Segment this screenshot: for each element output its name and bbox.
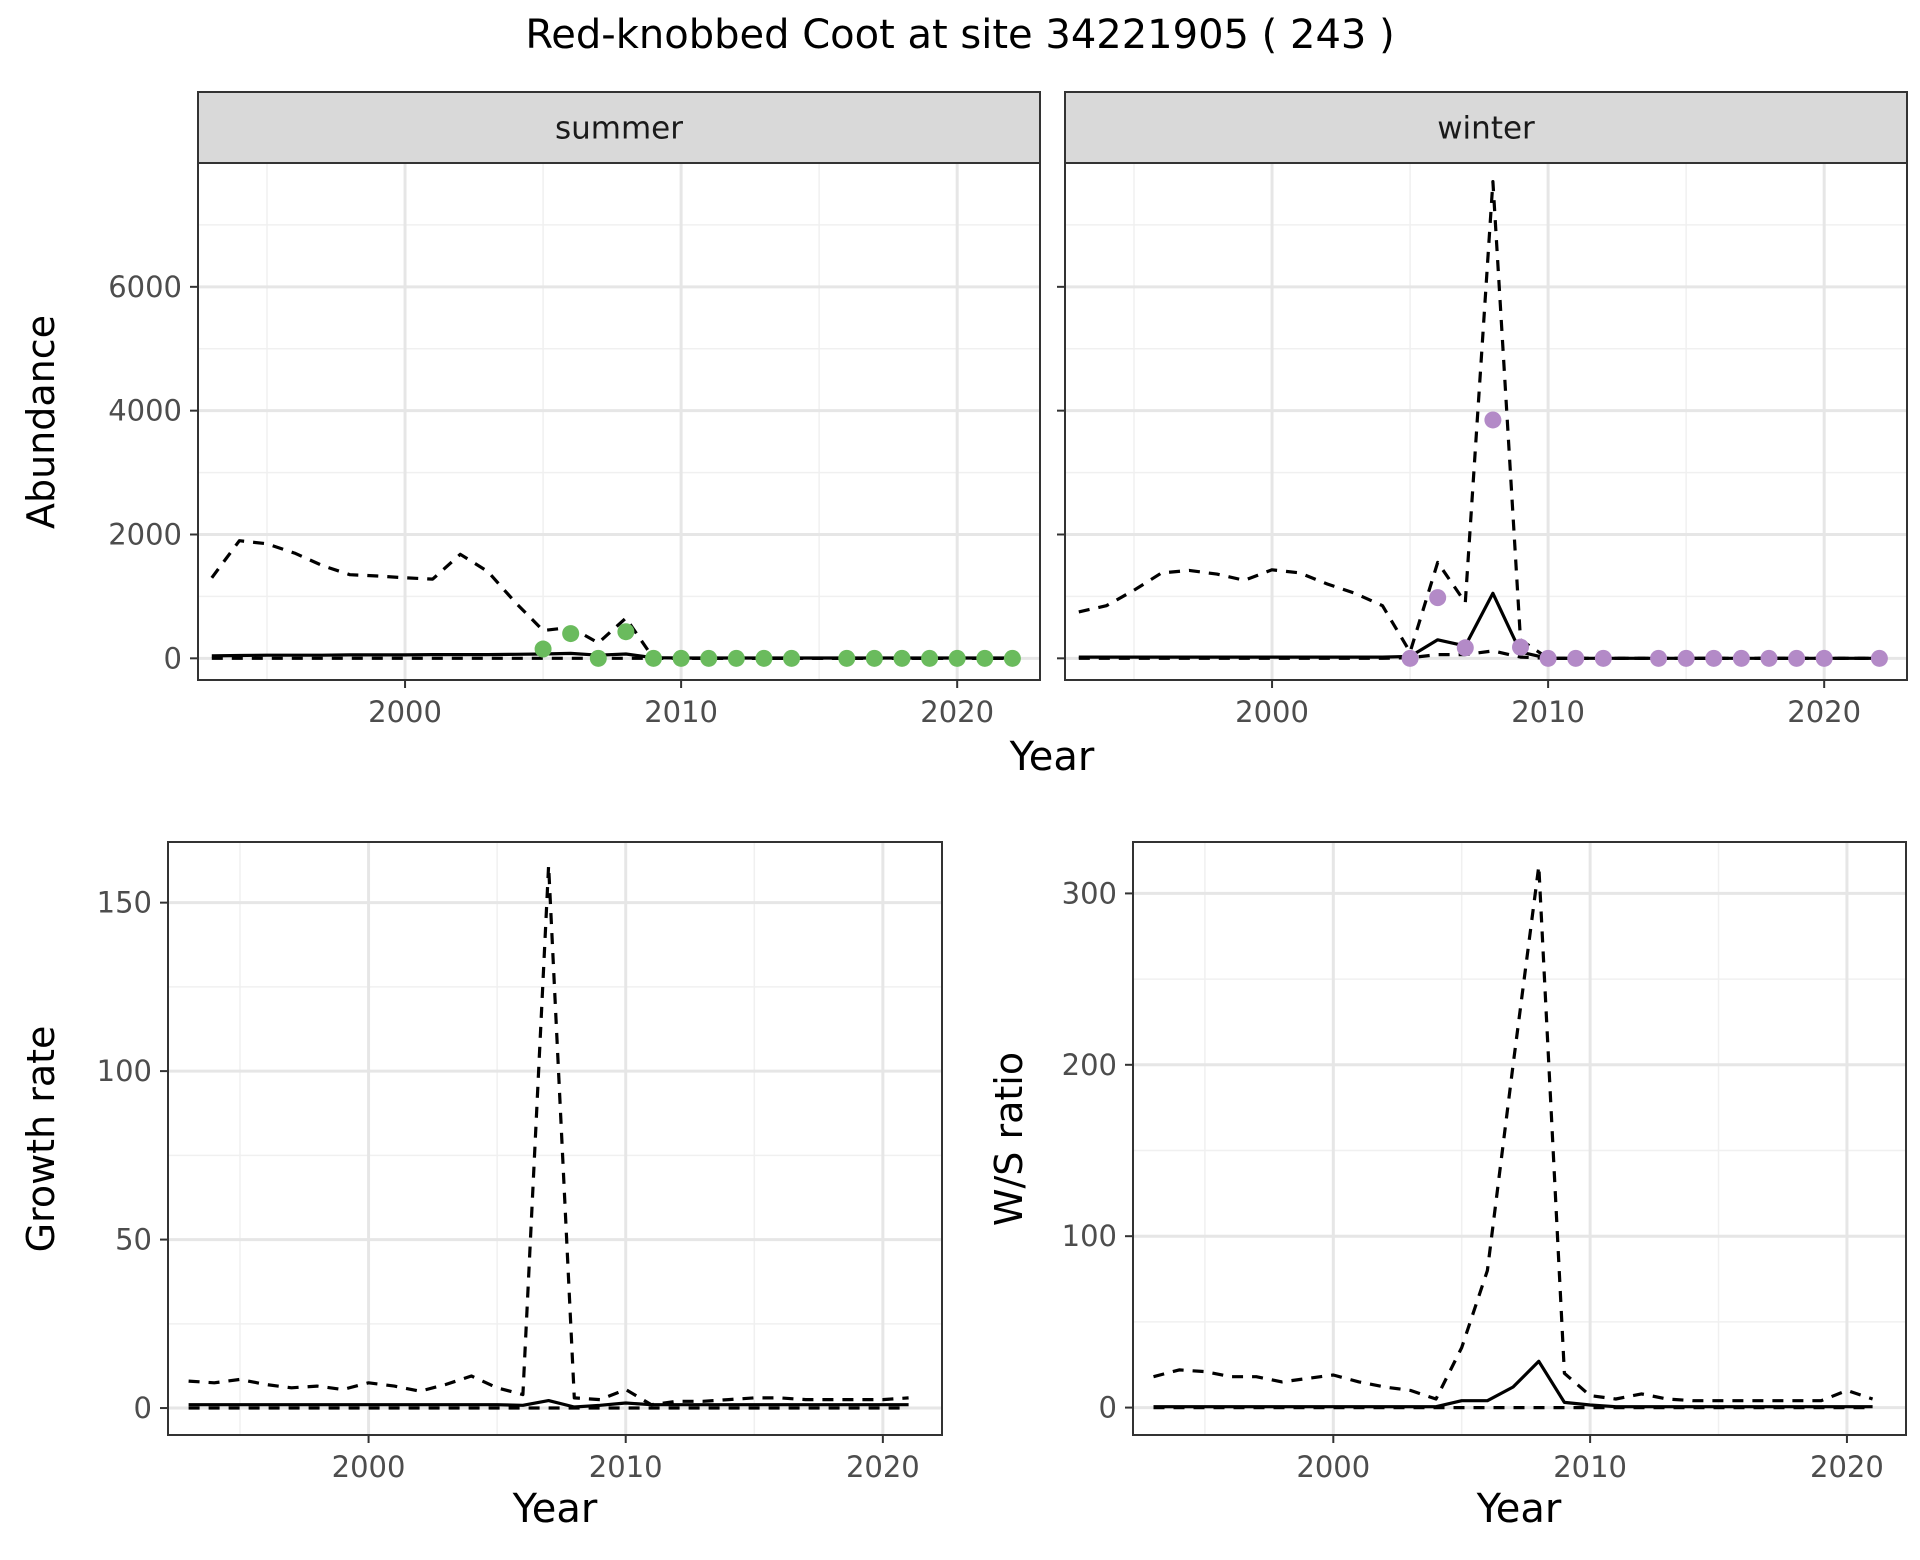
solid-line-1 [188, 1399, 909, 1409]
chart-title: Red-knobbed Coot at site 34221905 ( 243 … [525, 12, 1394, 58]
x-tick-label: 2000 [1296, 1450, 1370, 1484]
data-point [1705, 649, 1723, 667]
data-point [1539, 649, 1557, 667]
data-point [727, 649, 745, 667]
data-point [1732, 649, 1750, 667]
y-tick-label: 0 [164, 641, 182, 675]
y-tick-label: 4000 [108, 394, 182, 428]
data-point [976, 649, 994, 667]
y-tick-label: 100 [1062, 1219, 1117, 1253]
data-point [755, 649, 773, 667]
data-point [562, 625, 580, 643]
facet-strip [1064, 91, 1908, 164]
facet-label: winter [1437, 111, 1535, 147]
data-point [1512, 638, 1530, 656]
x-axis-label: Year [1009, 734, 1095, 780]
data-point [589, 649, 607, 667]
data-point [1429, 589, 1447, 607]
y-axis-label: Growth rate [19, 1026, 63, 1253]
data-point [645, 649, 663, 667]
y-axis-label: W/S ratio [987, 1052, 1031, 1226]
data-point [1650, 649, 1668, 667]
data-point [1594, 649, 1612, 667]
x-tick-label: 2020 [1787, 695, 1861, 729]
dashed-line-0 [1153, 864, 1874, 1403]
data-point [1677, 649, 1695, 667]
solid-line-1 [1153, 1359, 1873, 1409]
data-point [617, 623, 635, 641]
y-tick-label: 0 [1099, 1391, 1117, 1425]
data-point [921, 649, 939, 667]
x-tick-label: 2000 [1235, 695, 1309, 729]
y-tick-label: 200 [1062, 1048, 1117, 1082]
x-tick-label: 2010 [644, 695, 718, 729]
plot-area [198, 163, 1040, 680]
data-point [1815, 649, 1833, 667]
y-axis-label: Abundance [19, 315, 63, 529]
x-tick-label: 2000 [368, 695, 442, 729]
plot-area [1133, 842, 1906, 1435]
facet-label: summer [555, 111, 683, 147]
x-tick-label: 2010 [1553, 1450, 1627, 1484]
x-tick-label: 2020 [846, 1450, 920, 1484]
dashed-line-0 [1078, 180, 1880, 660]
data-point [1870, 649, 1888, 667]
data-point [838, 649, 856, 667]
data-point [893, 649, 911, 667]
y-tick-label: 300 [1062, 876, 1117, 910]
y-tick-label: 2000 [108, 517, 182, 551]
data-point [1003, 649, 1021, 667]
facet-strip [197, 91, 1041, 164]
x-tick-label: 2010 [589, 1450, 663, 1484]
panel-border [1132, 841, 1907, 1436]
panel-winter: winter 2000 2010 2020 [1057, 91, 1908, 729]
x-tick-label: 2000 [332, 1450, 406, 1484]
data-point [1760, 649, 1778, 667]
data-point [700, 649, 718, 667]
panel-ws: 2000 2010 2020 0 100 200 300 W/S ratio Year [987, 841, 1907, 1532]
data-point [948, 649, 966, 667]
data-point [534, 640, 552, 658]
y-tick-label: 50 [115, 1223, 152, 1257]
data-point [1567, 649, 1585, 667]
panel-summer: summer 2000 2010 2020 0 2000 4000 6000 Abundance… [19, 91, 1095, 780]
panel-growth: 2000 2010 2020 0 50 100 150 Growth rate Year [19, 841, 943, 1532]
x-axis-label: Year [512, 1486, 598, 1532]
data-point [1401, 649, 1419, 667]
y-tick-label: 100 [97, 1054, 152, 1088]
plot-area [168, 842, 942, 1435]
x-axis-label: Year [1476, 1486, 1562, 1532]
x-tick-label: 2020 [1810, 1450, 1884, 1484]
y-tick-label: 0 [134, 1391, 152, 1425]
y-tick-label: 6000 [108, 270, 182, 304]
data-point [1788, 649, 1806, 667]
data-point [1456, 639, 1474, 657]
x-tick-label: 2010 [1511, 695, 1585, 729]
data-point [865, 649, 883, 667]
data-point [672, 649, 690, 667]
x-tick-label: 2020 [920, 695, 994, 729]
y-tick-label: 150 [97, 886, 152, 920]
panel-border [167, 841, 943, 1436]
data-point [783, 649, 801, 667]
data-point [1484, 411, 1502, 429]
dashed-line-0 [188, 864, 909, 1407]
